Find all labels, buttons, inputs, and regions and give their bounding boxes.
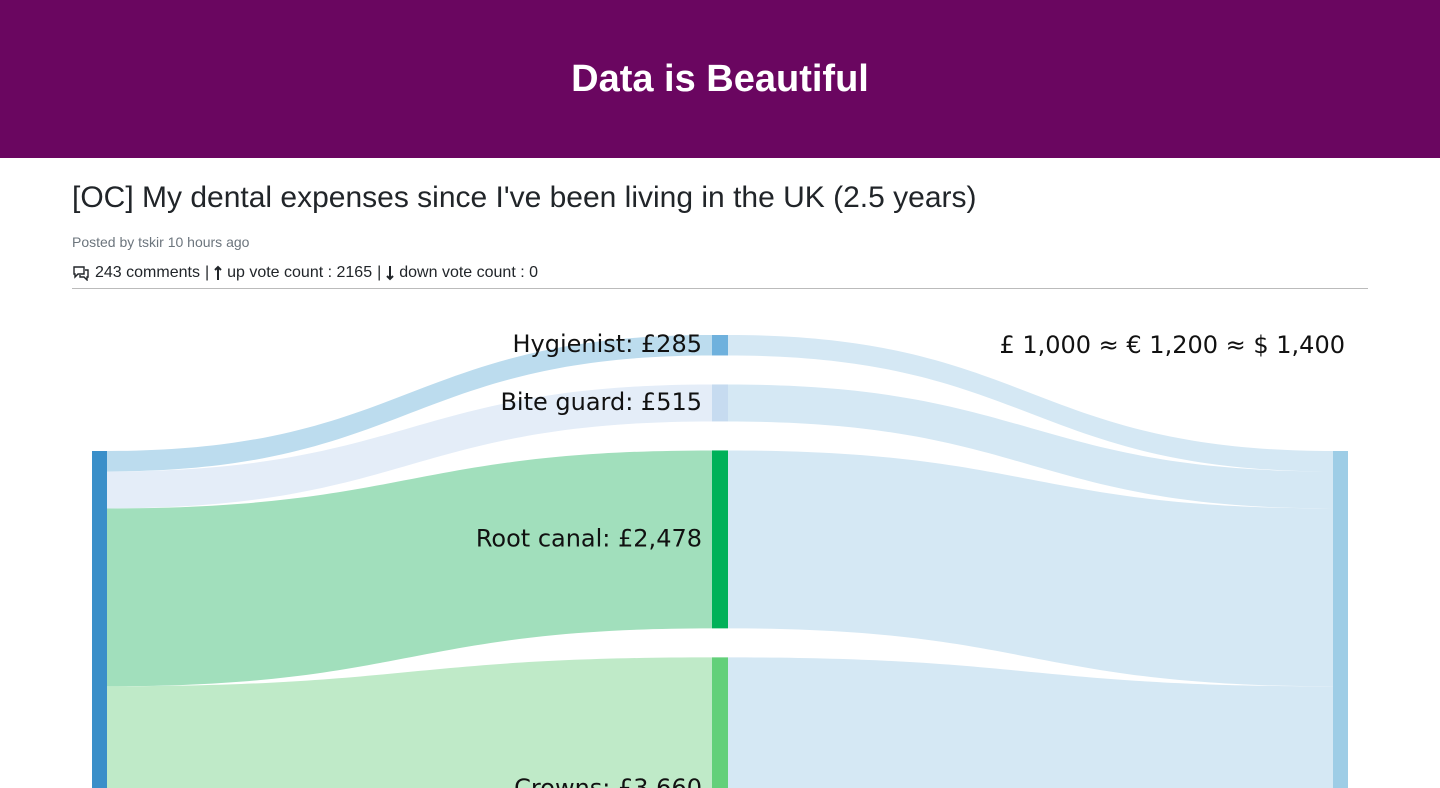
node-label: Root canal: £2,478 bbox=[476, 524, 702, 552]
source-node bbox=[92, 451, 107, 788]
link bbox=[107, 450, 712, 687]
node bbox=[712, 384, 728, 422]
down-arrow-icon[interactable] bbox=[386, 265, 394, 281]
site-header: Data is Beautiful bbox=[0, 0, 1440, 158]
post-meta: 243 comments | up vote count : 2165 | do… bbox=[72, 264, 1368, 282]
separator: | bbox=[204, 264, 210, 281]
link bbox=[107, 384, 712, 509]
link bbox=[728, 384, 1333, 509]
divider bbox=[72, 288, 1368, 289]
site-title: Data is Beautiful bbox=[571, 57, 869, 100]
upvotes: up vote count : 2165 bbox=[227, 264, 373, 281]
link bbox=[728, 450, 1333, 687]
downvotes: down vote count : 0 bbox=[399, 264, 539, 281]
comments-icon bbox=[73, 266, 89, 281]
post-title[interactable]: [OC] My dental expenses since I've been … bbox=[72, 181, 977, 214]
separator: | bbox=[377, 264, 382, 281]
link bbox=[107, 335, 712, 472]
sankey-figure: Hygienist: £285 Bite guard: £515 Root cana… bbox=[92, 330, 1348, 788]
up-arrow-icon[interactable] bbox=[214, 265, 222, 281]
link bbox=[728, 657, 1333, 788]
node-label: Bite guard: £515 bbox=[500, 388, 702, 416]
target-node bbox=[1333, 451, 1348, 788]
node bbox=[712, 450, 728, 629]
node bbox=[712, 335, 728, 356]
byline: Posted by tskir 10 hours ago bbox=[72, 234, 250, 250]
node bbox=[712, 657, 728, 788]
link bbox=[107, 657, 712, 788]
link bbox=[728, 335, 1333, 472]
comments-link[interactable]: 243 comments bbox=[95, 264, 200, 281]
annotation: £ 1,000 ≈ € 1,200 ≈ $ 1,400 bbox=[999, 331, 1345, 359]
node-label: Hygienist: £285 bbox=[512, 330, 702, 358]
post: [OC] My dental expenses since I've been … bbox=[72, 178, 1368, 282]
node-label: Crowns: £3,660 bbox=[514, 774, 702, 788]
